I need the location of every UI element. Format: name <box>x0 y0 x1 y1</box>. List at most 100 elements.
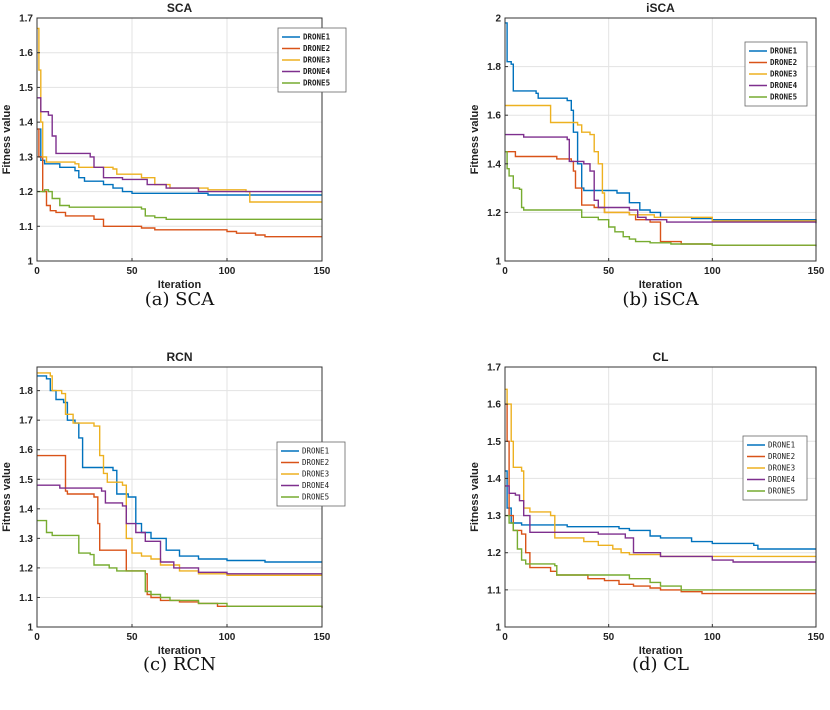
legend-entry-drone5: DRONE5 <box>768 487 795 496</box>
series-line-drone1 <box>37 128 322 196</box>
legend-entry-drone3: DRONE3 <box>770 70 798 79</box>
y-tick-label: 1.1 <box>19 593 33 604</box>
y-tick-label: 1.6 <box>19 48 33 59</box>
y-tick-label: 1 <box>27 623 33 634</box>
plot-frame <box>504 366 817 628</box>
x-tick-label: 150 <box>314 632 331 643</box>
y-tick-label: 1.1 <box>19 222 33 233</box>
series-line-drone4 <box>37 97 322 193</box>
y-tick-label: 1.6 <box>487 111 501 122</box>
legend: DRONE1 DRONE2 DRONE3 DRONE4 DRONE5 <box>744 41 808 107</box>
y-tick-label: 1.1 <box>487 585 501 596</box>
legend-entry-drone3: DRONE3 <box>768 464 795 473</box>
subfigure-caption: (b) iSCA <box>622 289 699 310</box>
y-tick-label: 1.7 <box>19 14 33 25</box>
y-tick-label: 1.2 <box>19 187 33 198</box>
y-tick-label: 1.3 <box>487 511 501 522</box>
y-tick-label: 1.5 <box>19 475 33 486</box>
series-line-drone3 <box>37 372 322 576</box>
x-tick-label: 0 <box>34 266 40 277</box>
legend-entry-drone4: DRONE4 <box>770 81 798 90</box>
y-tick-label: 1 <box>27 257 33 268</box>
y-tick-label: 1.4 <box>487 474 501 485</box>
y-tick-label: 1.4 <box>487 159 501 170</box>
series-line-drone2 <box>37 128 322 238</box>
y-tick-label: 1.2 <box>19 563 33 574</box>
plot-frame <box>504 17 817 262</box>
y-tick-label: 1 <box>495 257 501 268</box>
x-tick-label: 150 <box>314 266 331 277</box>
x-axis-label: Iteration <box>158 279 202 291</box>
y-tick-label: 1.6 <box>19 445 33 456</box>
legend-entry-drone3: DRONE3 <box>302 470 329 479</box>
x-tick-label: 0 <box>502 266 508 277</box>
legend: DRONE1 DRONE2 DRONE3 DRONE4 DRONE5 <box>276 441 346 507</box>
x-axis-label: Iteration <box>639 645 683 657</box>
legend-entry-drone5: DRONE5 <box>303 79 330 88</box>
y-tick-label: 1.7 <box>19 416 33 427</box>
legend-entry-drone2: DRONE2 <box>303 44 330 53</box>
x-tick-label: 150 <box>808 632 825 643</box>
y-tick-label: 1.8 <box>19 386 33 397</box>
legend-entry-drone1: DRONE1 <box>303 33 331 42</box>
legend-entry-drone1: DRONE1 <box>770 47 798 56</box>
legend-entry-drone1: DRONE1 <box>302 447 329 456</box>
y-tick-label: 1.8 <box>487 62 501 73</box>
chart-panel-sca: 0 50 100 150 1 1.1 1.2 1.3 1.4 1.5 1.6 1.7 SCA Iterat… <box>1 1 347 310</box>
series-line-drone5 <box>37 189 322 220</box>
legend-entry-drone5: DRONE5 <box>770 93 797 102</box>
x-axis-label: Iteration <box>158 645 202 657</box>
chart-panel-rcn: 0 50 100 150 1 1.1 1.2 1.3 1.4 1.5 1.6 1.7 1.8 RCN Ite… <box>1 350 346 675</box>
x-tick-label: 50 <box>603 266 615 277</box>
series-line-drone3 <box>505 388 816 558</box>
x-axis-label: Iteration <box>639 279 683 291</box>
series-line-drone5 <box>37 519 323 608</box>
y-tick-label: 1.7 <box>487 363 501 374</box>
series-line-drone4 <box>505 485 816 563</box>
x-tick-label: 100 <box>219 632 236 643</box>
subfigure-caption: (c) RCN <box>143 654 216 675</box>
y-tick-label: 1.5 <box>487 437 501 448</box>
plot-area <box>37 18 322 261</box>
y-axis-label: Fitness value <box>469 462 481 532</box>
series-line-drone4 <box>505 133 817 224</box>
x-tick-label: 0 <box>34 632 40 643</box>
y-tick-label: 1.6 <box>487 400 501 411</box>
legend-entry-drone2: DRONE2 <box>768 452 795 461</box>
legend-entry-drone4: DRONE4 <box>302 481 330 490</box>
y-tick-label: 1.4 <box>19 504 33 515</box>
y-tick-label: 1 <box>495 623 501 634</box>
legend-entry-drone1: DRONE1 <box>768 441 795 450</box>
legend: DRONE1 DRONE2 DRONE3 DRONE4 DRONE5 <box>742 435 808 501</box>
y-tick-label: 2 <box>495 14 501 25</box>
chart-title: SCA <box>167 1 193 15</box>
legend: DRONE1 DRONE2 DRONE3 DRONE4 DRONE5 <box>277 27 347 93</box>
chart-panel-isca: 0 50 100 150 1 1.2 1.4 1.6 1.8 2 iSCA Iteration Fitn… <box>469 1 825 310</box>
series-line-drone4 <box>37 484 322 575</box>
chart-panel-cl: 0 50 100 150 1 1.1 1.2 1.3 1.4 1.5 1.6 1.7 CL Iterati… <box>469 350 825 675</box>
legend-entry-drone3: DRONE3 <box>303 56 331 65</box>
series-line-drone1 <box>505 22 817 221</box>
x-tick-label: 50 <box>603 632 615 643</box>
y-tick-label: 1.2 <box>487 208 501 219</box>
subfigure-caption: (d) CL <box>632 654 689 675</box>
x-tick-label: 100 <box>704 266 721 277</box>
y-axis-label: Fitness value <box>1 105 13 175</box>
y-tick-label: 1.3 <box>19 534 33 545</box>
subfigure-caption: (a) SCA <box>145 289 216 310</box>
plot-frame <box>36 17 323 262</box>
series-line-drone3 <box>505 104 817 223</box>
series-line-drone2 <box>505 151 816 246</box>
y-tick-label: 1.5 <box>19 83 33 94</box>
x-tick-label: 150 <box>808 266 825 277</box>
legend-entry-drone2: DRONE2 <box>770 58 797 67</box>
x-tick-label: 50 <box>126 266 138 277</box>
legend-entry-drone2: DRONE2 <box>302 458 329 467</box>
y-tick-label: 1.2 <box>487 548 501 559</box>
x-tick-label: 0 <box>502 632 508 643</box>
chart-title: iSCA <box>646 1 675 15</box>
series-line-drone5 <box>505 151 817 247</box>
chart-title: CL <box>653 350 669 364</box>
chart-title: RCN <box>167 350 193 364</box>
